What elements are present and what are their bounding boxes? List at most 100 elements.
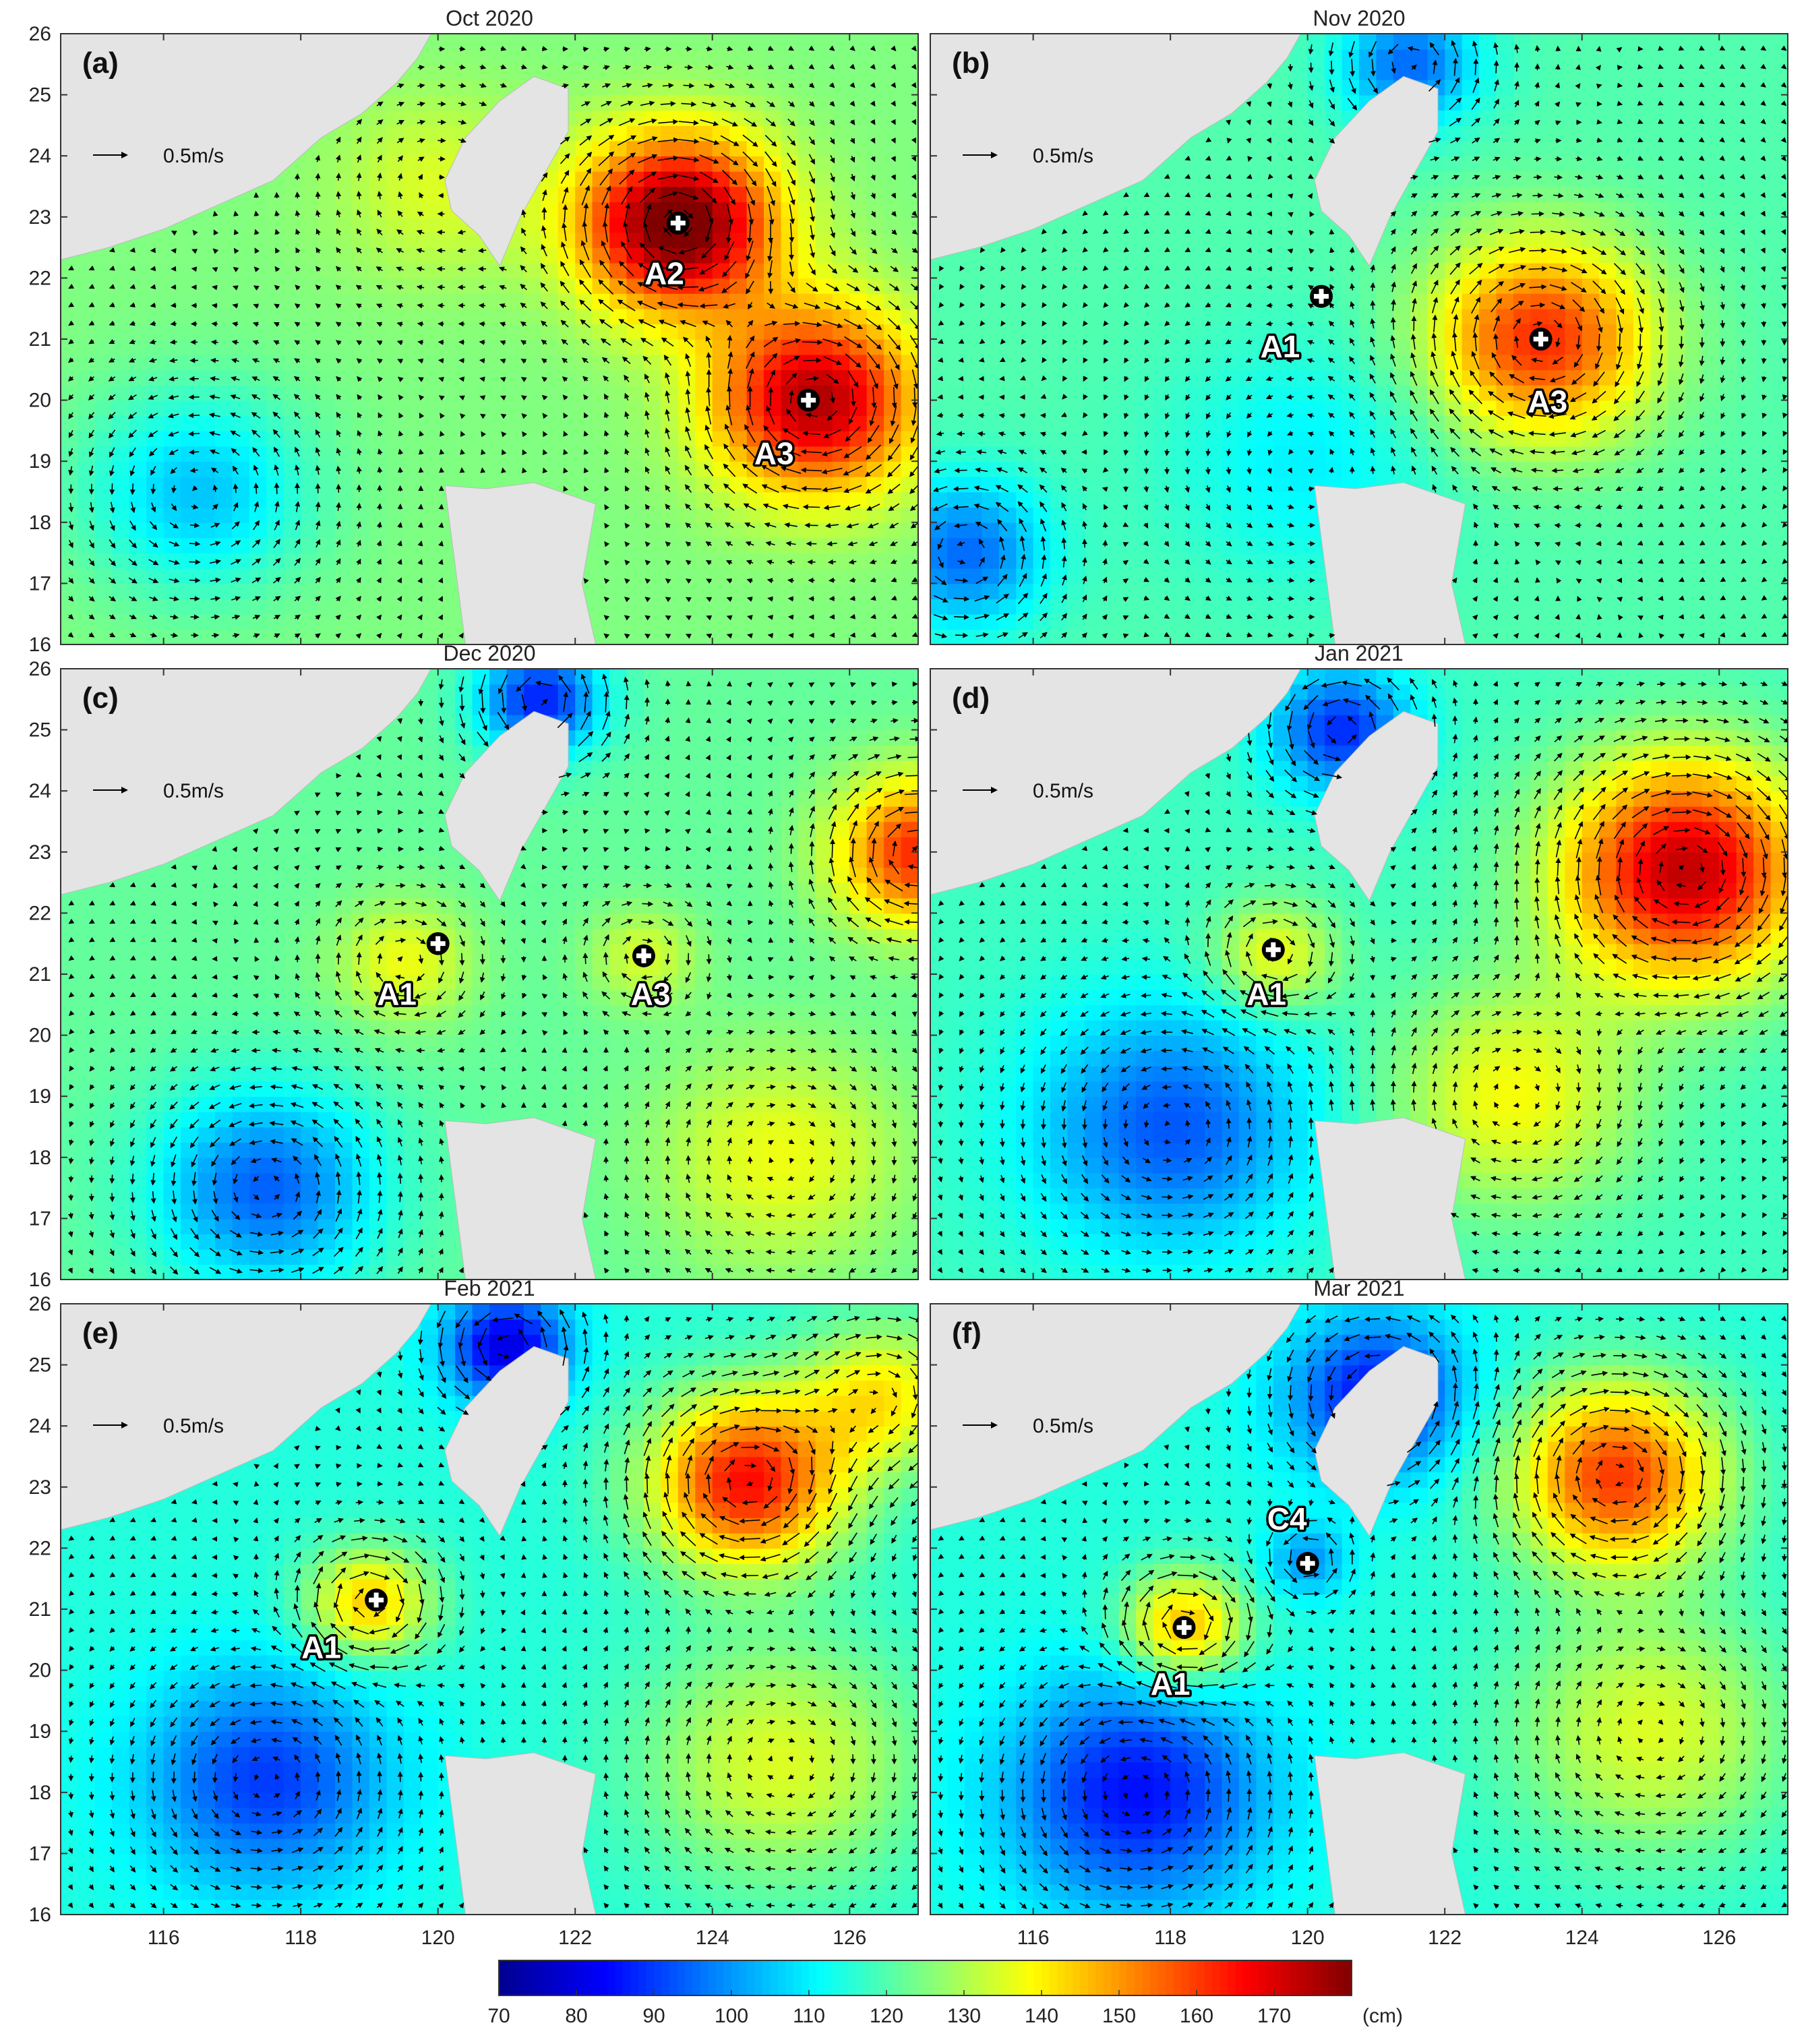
lat-tick-label: 26	[29, 23, 51, 45]
panel-title: Jan 2021	[1315, 641, 1404, 665]
lat-tick-label: 20	[29, 1660, 51, 1682]
lat-tick-label: 17	[29, 1842, 51, 1865]
ssh-field	[930, 669, 1788, 1280]
eddy-center-marker	[666, 211, 690, 235]
map-panel: Dec 2020 (c) 0.5m/s 16 17 18 19 20 21 22 23 24 25 26 A…	[29, 641, 919, 1291]
lat-tick-label: 24	[29, 780, 51, 802]
lat-tick-label: 19	[29, 1085, 51, 1108]
map-panel: Nov 2020 (b) 0.5m/s A1 A3	[930, 6, 1788, 645]
colorbar-tick-label: 80	[565, 2005, 587, 2027]
colorbar-tick-label: 170	[1257, 2005, 1291, 2027]
lat-tick-label: 25	[29, 719, 51, 742]
eddy-label: A1	[1151, 1666, 1191, 1702]
panel-title: Mar 2021	[1313, 1276, 1404, 1300]
colorbar-tick-label: 110	[793, 2005, 825, 2027]
colorbar-tick-label: 90	[642, 2005, 665, 2027]
colorbar: 70 80 90 100 110 120 130 140 150 160 170 (cm)	[487, 1960, 1403, 2027]
eddy-center-marker	[1172, 1616, 1196, 1640]
eddy-label: A3	[754, 436, 794, 471]
lat-tick-label: 22	[29, 902, 51, 924]
lon-tick-label: 120	[421, 1927, 455, 1949]
map-panel: Jan 2021 (d) 0.5m/s A1	[930, 641, 1788, 1280]
map-panel: Mar 2021 (f) 0.5m/s 116 118 120 122 124 126 A1 C4	[930, 1276, 1788, 1949]
lat-tick-label: 18	[29, 512, 51, 534]
land-luzon	[1314, 482, 1466, 644]
eddy-label: A3	[1528, 384, 1567, 419]
lat-tick-label: 16	[29, 1904, 51, 1926]
lon-tick-label: 126	[1702, 1927, 1736, 1949]
eddy-label: A2	[644, 256, 684, 291]
eddy-center-marker	[365, 1588, 388, 1612]
lat-tick-label: 22	[29, 1537, 51, 1559]
colorbar-tick-label: 130	[947, 2005, 981, 2027]
lon-tick-label: 118	[284, 1927, 317, 1949]
ssh-field	[61, 669, 918, 1280]
lon-tick-label: 120	[1291, 1927, 1325, 1949]
panel-label: (a)	[82, 47, 119, 80]
panel-label: (e)	[82, 1317, 119, 1350]
eddy-center-marker	[1529, 328, 1553, 351]
lat-tick-label: 19	[29, 1720, 51, 1743]
lat-tick-label: 25	[29, 1354, 51, 1377]
eddy-center-marker	[1296, 1552, 1319, 1575]
eddy-label: A1	[1261, 329, 1300, 364]
lat-tick-label: 16	[29, 1269, 51, 1291]
lat-tick-label: 17	[29, 1207, 51, 1230]
ssh-field	[61, 1304, 918, 1915]
lat-tick-label: 24	[29, 145, 51, 167]
ssh-field	[930, 1304, 1788, 1915]
land-luzon	[444, 1117, 597, 1280]
panel-label: (f)	[952, 1317, 982, 1350]
scale-label: 0.5m/s	[163, 780, 224, 802]
map-panel: Feb 2021 (e) 0.5m/s 16 17 18 19 20 21 22 23 24 25 26 1…	[29, 1276, 919, 1949]
scale-label: 0.5m/s	[1033, 780, 1093, 802]
eddy-center-marker	[426, 932, 450, 955]
eddy-label: A3	[631, 976, 671, 1011]
lon-tick-label: 126	[833, 1927, 866, 1949]
lon-tick-label: 124	[696, 1927, 729, 1949]
ssh-field	[61, 34, 918, 644]
panel-title: Oct 2020	[446, 6, 533, 30]
lon-tick-label: 122	[558, 1927, 592, 1949]
panel-label: (b)	[952, 47, 990, 80]
panel-label: (c)	[82, 682, 119, 715]
colorbar-tick-label: 70	[487, 2005, 510, 2027]
scale-label: 0.5m/s	[163, 145, 224, 167]
lon-tick-label: 124	[1565, 1927, 1599, 1949]
lat-tick-label: 16	[29, 634, 51, 656]
colorbar-tick-label: 160	[1180, 2005, 1213, 2027]
lon-tick-label: 116	[1017, 1927, 1050, 1949]
panel-title: Dec 2020	[444, 641, 536, 665]
colorbar-tick-label: 150	[1102, 2005, 1136, 2027]
ssh-field	[930, 34, 1788, 644]
lat-tick-label: 21	[29, 328, 51, 351]
map-panel: Oct 2020 (a) 0.5m/s 16 17 18 19 20 21 22 23 24 25 26 A…	[29, 6, 919, 656]
lat-tick-label: 17	[29, 572, 51, 595]
scale-label: 0.5m/s	[1033, 145, 1093, 167]
lat-tick-label: 21	[29, 1598, 51, 1621]
eddy-label: A1	[301, 1629, 341, 1664]
colorbar-tick-label: 100	[715, 2005, 748, 2027]
eddy-label: A1	[377, 976, 417, 1011]
lat-tick-label: 26	[29, 1293, 51, 1315]
lat-tick-label: 22	[29, 267, 51, 289]
lat-tick-label: 25	[29, 84, 51, 107]
lat-tick-label: 26	[29, 658, 51, 680]
lat-tick-label: 20	[29, 390, 51, 412]
eddy-label: A1	[1246, 976, 1286, 1011]
eddy-label: C4	[1267, 1501, 1307, 1536]
land-luzon	[1314, 1117, 1466, 1280]
lat-tick-label: 19	[29, 450, 51, 473]
lon-tick-label: 118	[1154, 1927, 1186, 1949]
land-luzon	[444, 482, 597, 644]
land-luzon	[1314, 1752, 1466, 1915]
colorbar-tick-label: 120	[870, 2005, 903, 2027]
lat-tick-label: 18	[29, 1147, 51, 1169]
map-panels: Oct 2020 (a) 0.5m/s 16 17 18 19 20 21 22 23 24 25 26 A…	[29, 6, 1788, 1949]
land-luzon	[444, 1752, 597, 1915]
eddy-center-marker	[1261, 938, 1285, 961]
lat-tick-label: 21	[29, 963, 51, 986]
lat-tick-label: 20	[29, 1025, 51, 1047]
lon-tick-label: 122	[1428, 1927, 1462, 1949]
